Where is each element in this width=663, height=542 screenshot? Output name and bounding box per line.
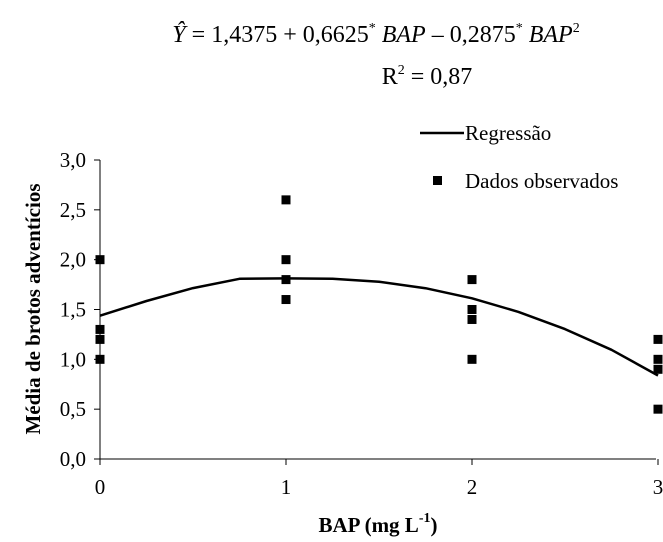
x-axis-title-prefix: BAP (mg L xyxy=(318,513,418,537)
observed-point xyxy=(653,404,663,414)
equation-star-2: * xyxy=(516,21,523,36)
observed-point xyxy=(95,334,105,344)
equation-part2: – 0,2875 xyxy=(426,22,516,48)
equation-squared: 2 xyxy=(573,21,580,36)
y-tick-label: 0,0 xyxy=(60,447,86,471)
equation-lhs: Ŷ xyxy=(172,22,188,48)
x-tick-label: 3 xyxy=(653,475,663,499)
observed-point xyxy=(281,275,291,285)
legend-label-regression: Regressão xyxy=(465,121,551,145)
observed-point xyxy=(653,364,663,374)
equation-bap-2: BAP xyxy=(523,22,573,48)
x-ticks: 0 1 2 3 xyxy=(95,459,663,499)
x-tick-label: 2 xyxy=(467,475,478,499)
observed-point xyxy=(95,354,105,364)
x-tick-label: 1 xyxy=(281,475,292,499)
observed-point xyxy=(653,334,663,344)
observed-point xyxy=(467,314,477,324)
observed-point xyxy=(281,255,291,265)
r-squared: R2 = 0,87 xyxy=(382,63,473,90)
x-tick-label: 0 xyxy=(95,475,106,499)
y-tick-label: 1,0 xyxy=(60,347,86,371)
observed-point xyxy=(467,275,477,285)
observed-point xyxy=(653,354,663,364)
x-axis-title-suffix: ) xyxy=(431,513,438,537)
legend-label-observed: Dados observados xyxy=(465,169,618,193)
observed-point xyxy=(95,255,105,265)
r-squared-value: = 0,87 xyxy=(405,64,473,90)
observed-point xyxy=(95,324,105,334)
y-tick-label: 0,5 xyxy=(60,397,86,421)
y-ticks: 0,0 0,5 1,0 1,5 2,0 2,5 3,0 xyxy=(60,148,100,471)
observed-point xyxy=(281,195,291,205)
y-tick-label: 3,0 xyxy=(60,148,86,172)
r-squared-exp: 2 xyxy=(398,63,405,78)
y-tick-label: 1,5 xyxy=(60,298,86,322)
y-tick-label: 2,0 xyxy=(60,248,86,272)
observed-point xyxy=(281,295,291,305)
x-axis-title: BAP (mg L-1) xyxy=(318,511,437,537)
regression-equation: Ŷ = 1,4375 + 0,6625* BAP – 0,2875* BAP2 xyxy=(172,21,579,48)
y-tick-label: 2,5 xyxy=(60,198,86,222)
plot-series xyxy=(95,195,663,414)
regression-line xyxy=(99,277,659,377)
equation-bap-1: BAP xyxy=(376,22,426,48)
legend-square-swatch xyxy=(433,176,442,185)
observed-point xyxy=(467,305,477,314)
y-axis-title: Média de brotos adventícios xyxy=(21,183,45,434)
observed-point xyxy=(467,354,477,364)
x-axis-title-exp: -1 xyxy=(419,511,431,526)
r-squared-label: R xyxy=(382,64,398,90)
legend: Regressão Dados observados xyxy=(420,121,618,193)
equation-star-1: * xyxy=(369,21,376,36)
equation-part1: = 1,4375 + 0,6625 xyxy=(186,22,369,48)
